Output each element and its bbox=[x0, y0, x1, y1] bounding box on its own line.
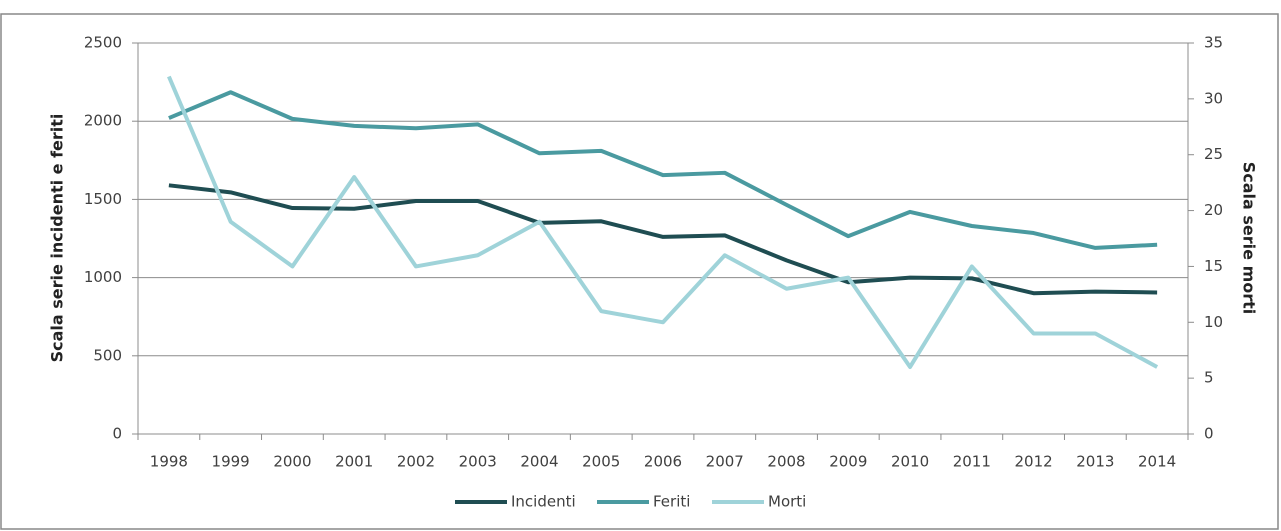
x-tick-label: 2006 bbox=[644, 453, 682, 471]
x-tick-label: 2012 bbox=[1014, 453, 1052, 471]
legend-label: Incidenti bbox=[511, 493, 576, 511]
y-tick-label: 2000 bbox=[84, 112, 122, 130]
y-tick-label: 500 bbox=[93, 346, 122, 364]
y-tick-label: 2500 bbox=[84, 34, 122, 52]
series-line bbox=[167, 75, 1159, 369]
y2-tick-label: 0 bbox=[1204, 425, 1214, 443]
x-tick-label: 2005 bbox=[582, 453, 620, 471]
x-tick-label: 2014 bbox=[1138, 453, 1176, 471]
x-tick-label: 2001 bbox=[335, 453, 373, 471]
x-tick-label: 2000 bbox=[273, 453, 311, 471]
y2-tick-label: 35 bbox=[1204, 34, 1223, 52]
y-tick-label: 0 bbox=[112, 425, 122, 443]
x-tick-label: 1998 bbox=[150, 453, 188, 471]
y2-tick-label: 15 bbox=[1204, 257, 1223, 275]
y2-axis-label: Scala serie morti bbox=[1240, 162, 1259, 315]
series-line bbox=[168, 90, 1158, 250]
x-tick-label: 2013 bbox=[1076, 453, 1114, 471]
y2-tick-label: 5 bbox=[1204, 369, 1214, 387]
y-tick-label: 1500 bbox=[84, 190, 122, 208]
y2-tick-label: 25 bbox=[1204, 145, 1223, 163]
y2-tick-label: 10 bbox=[1204, 313, 1223, 331]
y2-tick-label: 20 bbox=[1204, 201, 1223, 219]
x-tick-label: 2003 bbox=[459, 453, 497, 471]
x-tick-label: 2004 bbox=[520, 453, 558, 471]
x-tick-label: 2009 bbox=[829, 453, 867, 471]
y-tick-label: 1000 bbox=[84, 268, 122, 286]
y2-tick-label: 30 bbox=[1204, 89, 1223, 107]
x-tick-label: 2007 bbox=[706, 453, 744, 471]
legend-label: Morti bbox=[768, 493, 806, 511]
y-axis-label: Scala serie incidenti e feriti bbox=[48, 114, 67, 363]
x-tick-label: 2002 bbox=[397, 453, 435, 471]
x-tick-label: 2010 bbox=[891, 453, 929, 471]
legend-label: Feriti bbox=[653, 493, 690, 511]
x-tick-label: 2008 bbox=[767, 453, 805, 471]
x-tick-label: 2011 bbox=[953, 453, 991, 471]
x-tick-label: 1999 bbox=[212, 453, 250, 471]
